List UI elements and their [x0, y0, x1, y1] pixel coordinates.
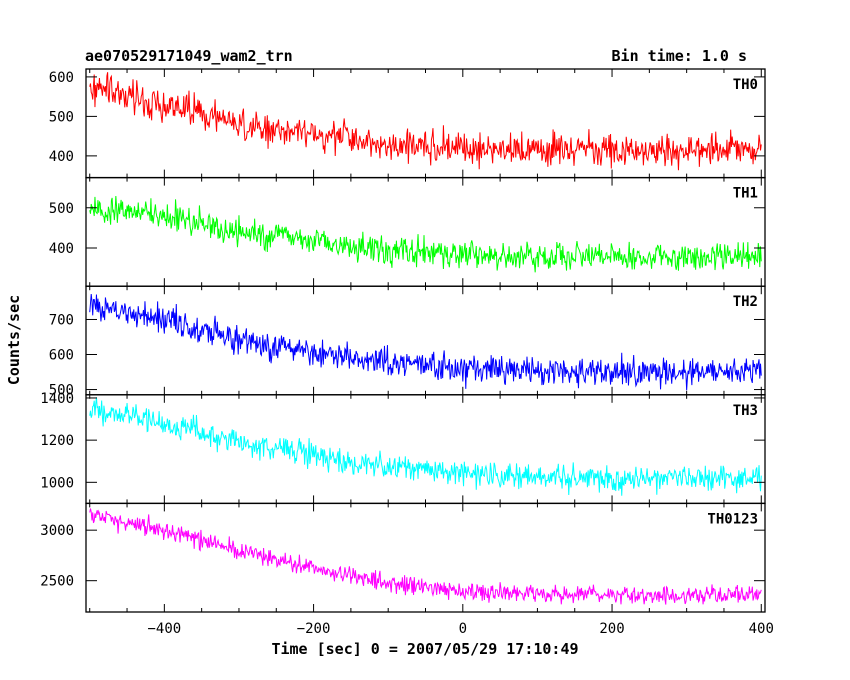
x-tick-label: −400	[147, 621, 181, 637]
x-tick-label: 400	[749, 621, 774, 637]
panel-frame-th3	[85, 394, 766, 505]
y-tick-label: 400	[49, 149, 74, 165]
panel-label-th0: TH0	[733, 77, 758, 93]
y-tick-label: 1000	[40, 475, 74, 491]
series-line-th3	[89, 397, 762, 496]
bin-time-label: Bin time: 1.0 s	[612, 47, 747, 65]
panel-label-th0123: TH0123	[707, 511, 758, 527]
y-tick-label: 500	[49, 383, 74, 399]
y-tick-label: 700	[49, 312, 74, 328]
series-line-th2	[89, 294, 762, 391]
panel-label-th3: TH3	[733, 403, 758, 419]
y-tick-label: 600	[49, 348, 74, 364]
y-tick-label: 1200	[40, 433, 74, 449]
panel-label-th2: TH2	[733, 294, 758, 310]
y-axis-label: Counts/sec	[5, 295, 23, 385]
panel-frame-th0	[85, 68, 766, 179]
y-tick-label: 3000	[40, 523, 74, 539]
y-tick-label: 1400	[40, 391, 74, 407]
panels-group: 400 500 600 TH0 400 500 TH1 500 600 700 TH2 1000 120…	[40, 68, 774, 637]
y-tick-label: 2500	[40, 574, 74, 590]
y-tick-label: 600	[49, 70, 74, 86]
panel-frame-th0123	[85, 502, 766, 613]
panel-frame-th1	[85, 176, 766, 287]
x-tick-label: 200	[599, 621, 624, 637]
series-line-th0	[89, 72, 762, 171]
series-line-th1	[89, 195, 762, 273]
series-line-th0123	[89, 508, 762, 605]
chart-title: ae070529171049_wam2_trn	[85, 47, 293, 65]
panel-label-th1: TH1	[733, 186, 758, 202]
y-tick-label: 500	[49, 109, 74, 125]
x-tick-label: −200	[297, 621, 331, 637]
y-tick-label: 400	[49, 241, 74, 257]
x-tick-label: 0	[459, 621, 467, 637]
x-axis-label: Time [sec] 0 = 2007/05/29 17:10:49	[271, 640, 578, 658]
panel-frame-th2	[85, 285, 766, 396]
y-tick-label: 500	[49, 201, 74, 217]
